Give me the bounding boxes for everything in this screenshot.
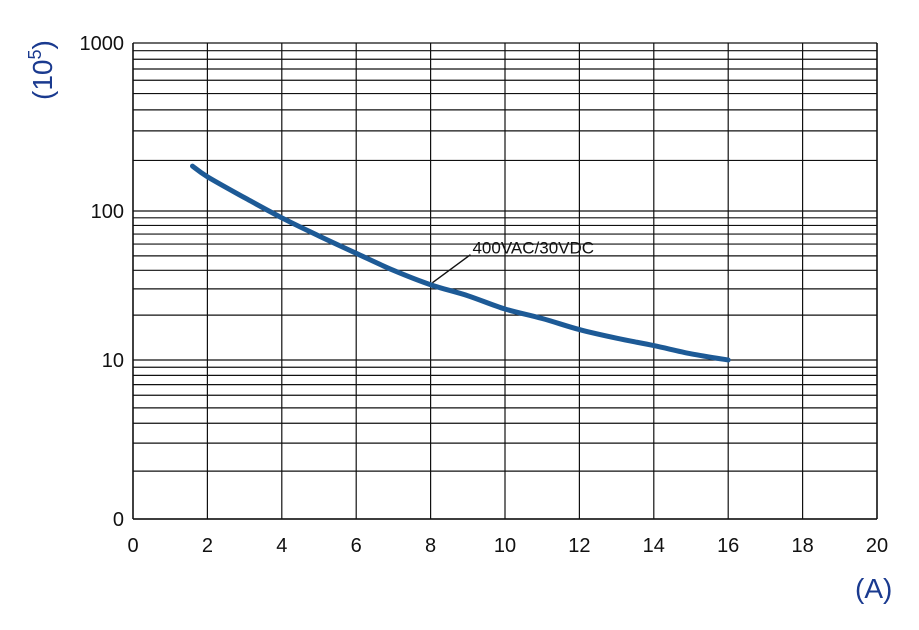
chart-grid bbox=[132, 42, 878, 520]
x-tick-label: 10 bbox=[494, 535, 516, 557]
x-tick-label: 12 bbox=[568, 535, 590, 557]
x-tick-label: 2 bbox=[202, 535, 213, 557]
y-axis-unit-label: (105) bbox=[25, 40, 58, 100]
annotation-leader-line bbox=[432, 254, 471, 284]
x-tick-label: 18 bbox=[791, 535, 813, 557]
tick-labels: 0 2 4 6 8 10 12 14 16 18 20 0 10 100 1000 bbox=[80, 33, 889, 557]
y-tick-label: 0 bbox=[113, 509, 124, 531]
x-tick-label: 8 bbox=[425, 535, 436, 557]
series-annotation: 400VAC/30VDC bbox=[472, 239, 594, 258]
y-tick-label: 10 bbox=[102, 350, 124, 372]
y-tick-label: 100 bbox=[91, 201, 124, 223]
x-axis-unit-label: (A) bbox=[855, 573, 892, 604]
x-tick-label: 0 bbox=[127, 535, 138, 557]
x-tick-label: 20 bbox=[866, 535, 888, 557]
y-tick-label: 1000 bbox=[80, 33, 125, 55]
series-line bbox=[190, 163, 731, 363]
x-tick-label: 6 bbox=[351, 535, 362, 557]
x-tick-label: 4 bbox=[276, 535, 287, 557]
series-curve-group bbox=[190, 163, 731, 363]
x-tick-label: 16 bbox=[717, 535, 739, 557]
x-tick-label: 14 bbox=[643, 535, 665, 557]
